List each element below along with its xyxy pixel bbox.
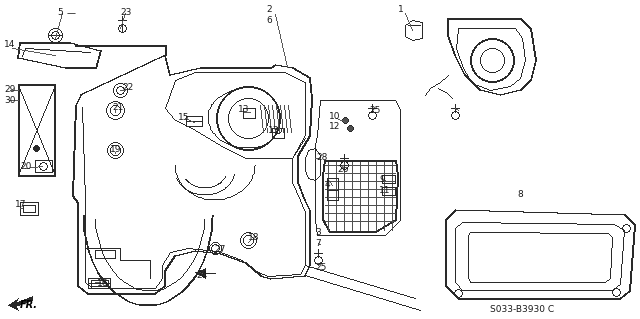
Text: 29: 29 bbox=[4, 85, 15, 94]
Text: 14: 14 bbox=[4, 40, 15, 49]
Text: 19: 19 bbox=[110, 145, 122, 154]
Text: 11: 11 bbox=[379, 186, 390, 195]
Text: 25: 25 bbox=[369, 106, 380, 115]
Text: 4: 4 bbox=[325, 180, 331, 189]
Text: 22: 22 bbox=[122, 83, 133, 92]
Text: 10: 10 bbox=[329, 112, 340, 121]
Text: 1: 1 bbox=[398, 5, 404, 14]
Text: 28: 28 bbox=[316, 153, 328, 162]
Text: 20: 20 bbox=[20, 162, 31, 171]
Text: 13: 13 bbox=[268, 126, 280, 135]
Text: 2: 2 bbox=[266, 5, 271, 14]
Text: 30: 30 bbox=[4, 96, 15, 105]
Text: —: — bbox=[67, 9, 76, 18]
Text: 24: 24 bbox=[196, 271, 207, 280]
Text: 17: 17 bbox=[15, 200, 26, 209]
Text: S033-B3930 C: S033-B3930 C bbox=[490, 305, 554, 314]
Text: 18: 18 bbox=[248, 233, 259, 242]
Text: 3: 3 bbox=[315, 228, 321, 237]
Text: 16: 16 bbox=[97, 279, 109, 288]
Text: 21: 21 bbox=[112, 103, 124, 112]
Text: 26: 26 bbox=[337, 165, 348, 174]
Text: 8: 8 bbox=[517, 190, 523, 199]
Text: 15: 15 bbox=[178, 113, 189, 122]
Text: 12: 12 bbox=[329, 122, 340, 131]
Text: 7: 7 bbox=[315, 239, 321, 248]
Text: 13: 13 bbox=[238, 105, 250, 114]
Text: 27: 27 bbox=[214, 245, 225, 254]
Text: 9: 9 bbox=[379, 175, 385, 184]
Text: 25: 25 bbox=[315, 263, 326, 272]
Text: 5: 5 bbox=[57, 8, 63, 17]
Text: 6: 6 bbox=[266, 16, 272, 25]
Text: 23: 23 bbox=[120, 8, 131, 17]
Text: FR.: FR. bbox=[20, 300, 38, 310]
